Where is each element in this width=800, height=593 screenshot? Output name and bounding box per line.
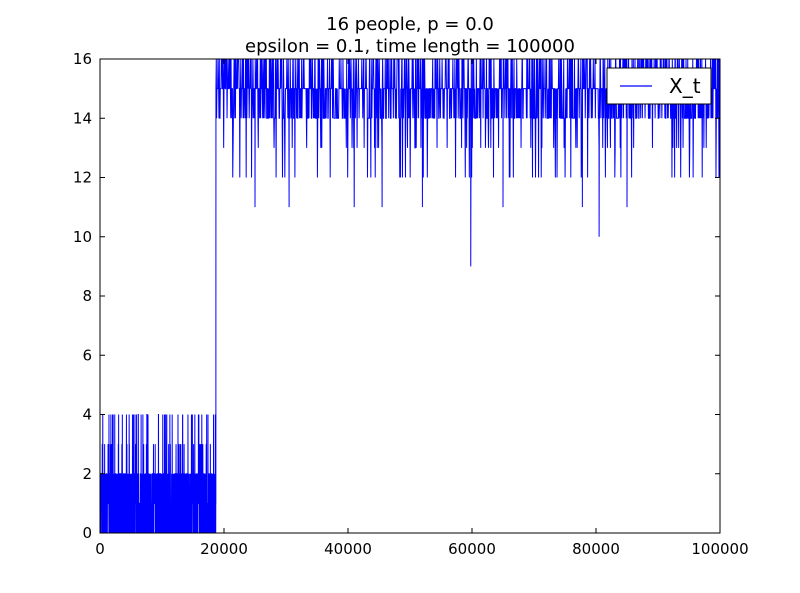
chart-title-line-1: 16 people, p = 0.0	[326, 14, 494, 35]
x-tick-label: 100000	[691, 540, 748, 558]
x-tick-label: 80000	[572, 540, 620, 558]
legend: X_t	[606, 67, 712, 105]
legend-label: X_t	[669, 74, 701, 98]
y-tick-label: 0	[82, 524, 92, 542]
y-tick-label: 14	[73, 109, 92, 127]
legend-box	[606, 67, 712, 105]
x-tick-label: 20000	[200, 540, 248, 558]
y-tick-label: 8	[82, 287, 92, 305]
x-tick-label: 40000	[324, 540, 372, 558]
x-tick-label: 60000	[448, 540, 496, 558]
series-line-x-t	[99, 58, 720, 534]
y-tick-label: 12	[73, 169, 92, 187]
chart-title-line-2: epsilon = 0.1, time length = 100000	[245, 36, 575, 57]
y-axis: 0 2 4 6 8 10 12 14 16	[73, 50, 720, 542]
y-tick-label: 2	[82, 465, 92, 483]
y-tick-label: 6	[82, 346, 92, 364]
y-tick-label: 10	[73, 228, 92, 246]
y-tick-label: 16	[73, 50, 92, 68]
series-layer	[99, 58, 720, 534]
x-tick-label: 0	[95, 540, 105, 558]
x-axis: 0 20000 40000 60000 80000 100000	[95, 59, 749, 558]
y-tick-label: 4	[82, 406, 92, 424]
